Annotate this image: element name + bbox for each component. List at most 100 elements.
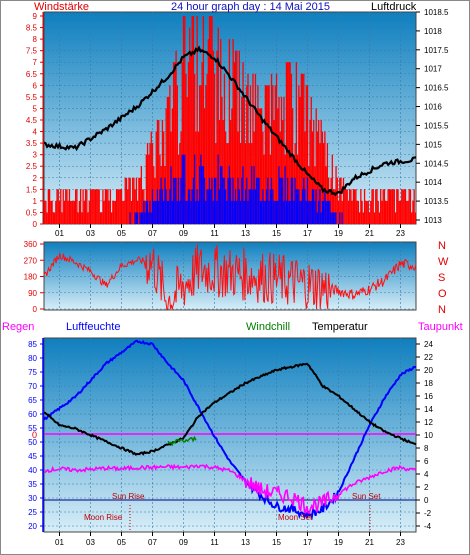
wind-avg-bar [176, 200, 178, 224]
wind-avg-bar [304, 189, 306, 224]
wind-tick-label: 6.5 [26, 70, 38, 79]
wind-avg-bar [320, 212, 322, 224]
wind-gust-bar [403, 189, 405, 224]
wind-avg-bar [246, 177, 248, 224]
wind-gust-bar [200, 85, 202, 224]
wind-gust-bar [119, 189, 121, 224]
wind-avg-bar [206, 189, 208, 224]
wind-gust-bar [208, 16, 211, 224]
wind-tick-label: 5 [33, 104, 38, 113]
wind-gust-bar [411, 212, 413, 224]
wind-gust-bar [393, 189, 395, 224]
wind-gust-bar [268, 85, 270, 224]
wind-gust-bar [267, 85, 269, 224]
wind-avg-bar [166, 200, 169, 224]
wind-gust-bar [45, 200, 47, 224]
pressure-tick-label: 1017.5 [424, 46, 449, 55]
wind-avg-bar [300, 200, 302, 224]
wind-avg-bar [154, 200, 156, 224]
wind-gust-bar [278, 96, 280, 224]
wind-avg-bar [210, 189, 212, 224]
wind-gust-bar [230, 120, 232, 224]
wind-avg-bar [243, 200, 245, 224]
wind-gust-bar [398, 200, 400, 224]
wind-axis: 0 0.5 1 1.5 2 2.5 3 3.5 4 4.5 5 5.5 6 6.5 7 7.5 8 8.5 9 [26, 12, 44, 229]
wind-avg-bar [222, 177, 224, 224]
humidity-tick-label: 20 [28, 522, 37, 531]
wind-avg-bar [321, 200, 324, 224]
wind-gust-bar [122, 200, 124, 224]
wind-avg-bar [169, 189, 171, 224]
legend-windchill: Windchill [246, 321, 290, 333]
x-tick-label: 03 [86, 538, 95, 547]
wind-gust-bar [308, 166, 310, 224]
wind-avg-bar [238, 189, 240, 224]
wind-gust-bar [75, 189, 77, 224]
wind-gust-bar [300, 73, 302, 225]
wind-avg-bar [168, 200, 170, 224]
wind-gust-bar [406, 200, 408, 224]
wind-gust-bar [346, 189, 348, 224]
wind-gust-bar [402, 189, 404, 224]
wind-gust-bar [192, 16, 195, 224]
wind-gust-bar [108, 200, 110, 224]
x-tick-label: 09 [179, 538, 188, 547]
wind-gust-bar [263, 154, 265, 224]
wind-gust-bar [228, 39, 231, 224]
wind-avg-bar [284, 166, 286, 224]
wind-gust-bar [234, 50, 237, 224]
wind-avg-bar [146, 200, 149, 224]
wind-gust-bar [380, 189, 382, 224]
humidity-tick-label: 80 [28, 354, 37, 363]
wind-gust-bar [151, 143, 154, 224]
wind-gust-bar [349, 189, 351, 224]
wind-avg-bar [296, 189, 299, 224]
wind-tick-label: 9 [33, 12, 38, 21]
wind-gust-bar [114, 200, 116, 224]
wind-gust-bar [206, 73, 208, 225]
wind-avg-bar [200, 154, 202, 224]
wind-avg-bar [290, 177, 293, 224]
wind-gust-bar [48, 189, 51, 224]
wind-gust-bar [282, 120, 284, 224]
wind-gust-bar [97, 189, 99, 224]
wind-avg-bar [201, 166, 203, 224]
wind-gust-bar [244, 143, 247, 224]
wind-gust-bar [252, 73, 254, 225]
wind-gust-bar [181, 62, 183, 224]
wind-avg-bar [137, 212, 139, 224]
wind-avg-bar [170, 166, 172, 224]
wind-gust-bar [57, 189, 59, 224]
wind-gust-bar [129, 177, 131, 224]
wind-gust-bar [351, 200, 353, 224]
wind-avg-bar [230, 177, 232, 224]
pressure-tick-label: 1018.5 [424, 8, 449, 17]
x-tick-label: 09 [179, 229, 188, 238]
wind-gust-bar [391, 189, 393, 224]
wind-avg-bar [155, 200, 157, 224]
pressure-tick-label: 1013.5 [424, 197, 449, 206]
wind-avg-bar [205, 200, 207, 224]
wind-avg-bar [311, 189, 314, 224]
humidity-tick-label: 40 [28, 466, 37, 475]
wind-gust-bar [139, 177, 141, 224]
humidity-tick-label: 75 [28, 368, 37, 377]
legend-luftfeuchte: Luftfeuchte [66, 321, 120, 333]
wind-gust-bar [210, 16, 212, 224]
wind-avg-bar [295, 189, 298, 224]
humidity-tick-label: 60 [28, 410, 37, 419]
wind-gust-bar [401, 189, 403, 224]
wind-gust-bar [350, 189, 352, 224]
wind-avg-bar [191, 189, 193, 224]
wind-gust-bar [361, 200, 363, 224]
wind-gust-bar [203, 108, 206, 224]
wind-label: Windstärke [34, 1, 89, 13]
wind-gust-bar [404, 189, 407, 224]
wind-avg-bar [256, 177, 258, 224]
reference-lines [44, 433, 416, 532]
wind-gust-bar [207, 39, 209, 224]
wind-gust-bar [102, 189, 104, 224]
legend-taupunkt: Taupunkt [418, 321, 463, 333]
wind-gust-bar [62, 189, 64, 224]
